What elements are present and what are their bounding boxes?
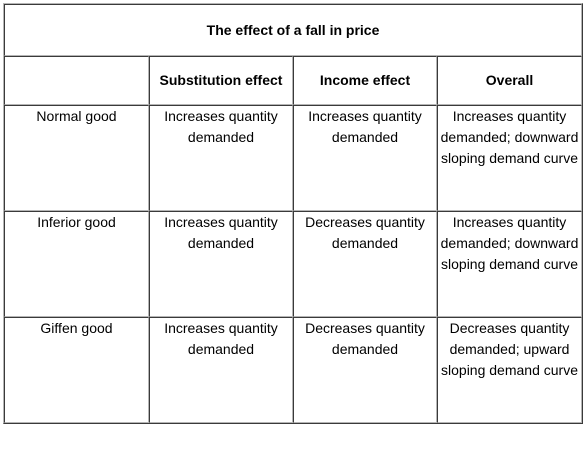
corner-header — [4, 56, 149, 105]
table-row: Normal good Increases quantity demanded … — [4, 105, 583, 211]
overall-header: Overall — [437, 56, 583, 105]
row-label-inferior-good: Inferior good — [4, 211, 149, 317]
income-effect-header: Income effect — [293, 56, 437, 105]
substitution-cell: Increases quantity demanded — [149, 105, 293, 211]
income-cell: Increases quantity demanded — [293, 105, 437, 211]
substitution-cell: Increases quantity demanded — [149, 211, 293, 317]
price-effect-table: The effect of a fall in price Substituti… — [3, 3, 584, 424]
row-label-giffen-good: Giffen good — [4, 317, 149, 423]
overall-cell: Increases quantity demanded; downward sl… — [437, 211, 583, 317]
substitution-cell: Increases quantity demanded — [149, 317, 293, 423]
title-row: The effect of a fall in price — [4, 4, 583, 56]
income-cell: Decreases quantity demanded — [293, 211, 437, 317]
row-label-normal-good: Normal good — [4, 105, 149, 211]
overall-cell: Increases quantity demanded; downward sl… — [437, 105, 583, 211]
income-cell: Decreases quantity demanded — [293, 317, 437, 423]
table-title: The effect of a fall in price — [4, 4, 583, 56]
substitution-effect-header: Substitution effect — [149, 56, 293, 105]
overall-cell: Decreases quantity demanded; upward slop… — [437, 317, 583, 423]
header-row: Substitution effect Income effect Overal… — [4, 56, 583, 105]
table-row: Giffen good Increases quantity demanded … — [4, 317, 583, 423]
table-row: Inferior good Increases quantity demande… — [4, 211, 583, 317]
